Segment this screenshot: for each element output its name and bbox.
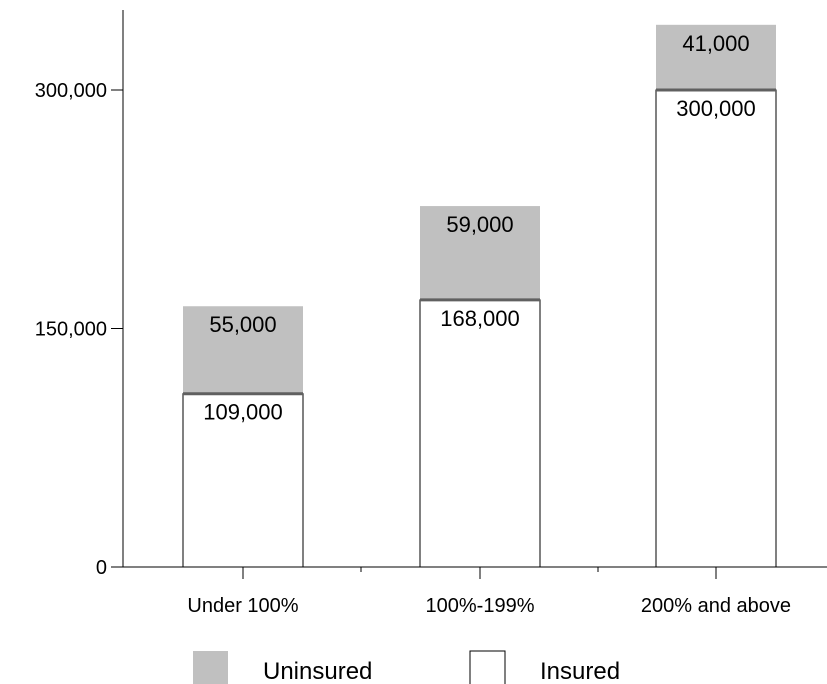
x-tick-label: 200% and above bbox=[641, 595, 791, 617]
bar-uninsured bbox=[183, 306, 303, 394]
legend-swatch bbox=[193, 651, 228, 684]
axes: 0 150,000 300,000 Under 100% 100%-199% 200% a… bbox=[35, 10, 827, 617]
bar-insured bbox=[182, 393, 304, 568]
bars bbox=[182, 24, 777, 568]
x-tick-label: Under 100% bbox=[187, 595, 298, 617]
bar-insured bbox=[655, 89, 777, 568]
bar-insured bbox=[419, 299, 541, 568]
y-tick-label: 300,000 bbox=[35, 80, 107, 102]
y-tick-label: 0 bbox=[96, 557, 107, 579]
data-label-uninsured: 59,000 bbox=[446, 212, 513, 237]
legend-swatch bbox=[469, 650, 506, 684]
bar-uninsured bbox=[656, 24, 776, 91]
legend-label: Uninsured bbox=[263, 658, 372, 684]
data-label-insured: 168,000 bbox=[440, 306, 520, 331]
y-tick-label: 150,000 bbox=[35, 319, 107, 341]
x-tick-label: 100%-199% bbox=[426, 595, 535, 617]
data-labels: 55,000 109,000 59,000 168,000 41,000 300,000 bbox=[203, 31, 756, 425]
data-label-insured: 109,000 bbox=[203, 400, 283, 425]
data-label-uninsured: 41,000 bbox=[682, 31, 749, 56]
legend-label: Insured bbox=[540, 658, 620, 684]
data-label-uninsured: 55,000 bbox=[209, 312, 276, 337]
legend: Uninsured Insured bbox=[193, 650, 620, 684]
bar-uninsured bbox=[420, 206, 540, 300]
data-label-insured: 300,000 bbox=[676, 96, 756, 121]
